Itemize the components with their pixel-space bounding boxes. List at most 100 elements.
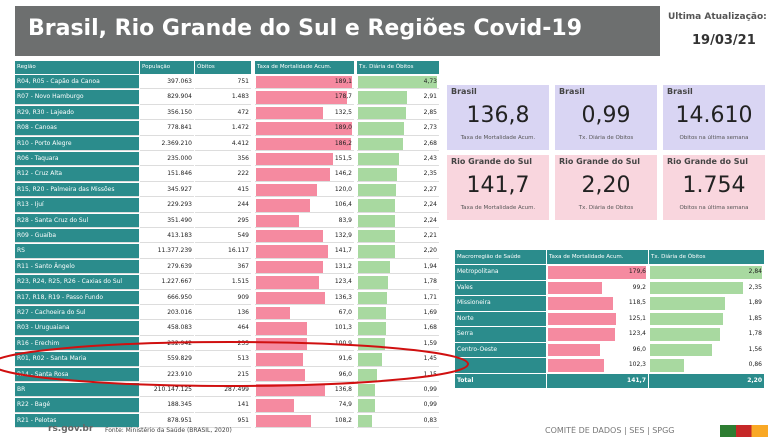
- table-cell: R28 - Santa Cruz do Sul: [15, 213, 139, 228]
- table-cell: [455, 358, 546, 373]
- daily-rate-bar: [358, 91, 407, 104]
- table-cell: 829.904: [140, 90, 194, 105]
- table-cell: 136: [195, 306, 251, 321]
- table-cell: 1,59: [357, 337, 439, 352]
- card-region: Rio Grande do Sul: [451, 157, 532, 166]
- table-cell: Norte: [455, 311, 546, 326]
- table-cell: 101,3: [255, 321, 354, 336]
- table-cell: 125,1: [628, 314, 646, 322]
- mortality-bar: [256, 260, 323, 274]
- table-cell: 141,7: [255, 244, 354, 259]
- table-cell: 74,9: [255, 398, 354, 413]
- table-cell: 1,15: [357, 368, 439, 382]
- daily-rate-bar: [358, 137, 403, 150]
- table-cell: 666.950: [140, 291, 194, 305]
- column-header: Tx. Diária de Óbitos: [357, 61, 439, 74]
- table-cell: 235.000: [140, 152, 194, 167]
- column-header: Taxa de Mortalidade Acum.: [255, 61, 354, 74]
- table-cell: 132,5: [255, 106, 354, 121]
- table-cell: 223.910: [140, 368, 194, 382]
- mortality-bar: [256, 137, 351, 150]
- update-label: Última Atualização:: [668, 12, 767, 22]
- daily-rate-bar: [650, 281, 743, 294]
- table-cell: 279.639: [140, 260, 194, 275]
- mortality-bar: [256, 399, 295, 412]
- mortality-bar: [548, 312, 617, 325]
- mortality-bar: [256, 76, 352, 89]
- table-cell: 96,0: [632, 345, 646, 353]
- card-region: Rio Grande do Sul: [667, 157, 748, 166]
- table-cell: 102,3: [628, 361, 646, 368]
- table-cell: 186,2: [255, 137, 354, 151]
- table-cell: R06 - Taquara: [15, 152, 139, 167]
- card-label: Taxa de Mortalidade Acum.: [460, 135, 536, 141]
- table-cell: R15, R20 - Palmeira das Missões: [15, 182, 139, 198]
- table-cell: 2,43: [357, 152, 439, 167]
- table-cell: 1.227.667: [140, 275, 194, 290]
- table-cell: 1.472: [195, 121, 251, 136]
- table-cell: R03 - Uruguaiana: [15, 321, 139, 336]
- table-cell: R04, R05 - Capão da Canoa: [15, 75, 139, 90]
- table-cell: 2,68: [357, 137, 439, 151]
- table-cell: R10 - Porto Alegre: [15, 136, 139, 151]
- table-cell: 351.490: [140, 214, 194, 228]
- table-cell: R14 - Santa Rosa: [15, 367, 139, 382]
- daily-rate-bar: [650, 266, 762, 279]
- card-value: 1.754: [682, 173, 746, 198]
- table-cell: 549: [195, 229, 251, 244]
- mortality-bar: [548, 297, 613, 310]
- table-cell: R13 - Ijuí: [15, 198, 139, 213]
- mortality-bar: [256, 291, 326, 304]
- table-cell: 2,24: [357, 214, 439, 228]
- table-cell: 1,78: [748, 330, 762, 337]
- table-cell: 232.942: [140, 337, 194, 352]
- table-cell: 189,1: [255, 75, 354, 90]
- table-cell: 1.515: [195, 275, 251, 290]
- daily-rate-bar: [358, 122, 404, 135]
- mortality-bar: [256, 307, 290, 320]
- table-cell: 151.846: [140, 167, 194, 182]
- mortality-bar: [548, 359, 604, 372]
- column-header: Tx. Diária de Óbitos: [649, 250, 764, 264]
- daily-rate-bar: [650, 343, 712, 356]
- mortality-bar: [256, 122, 352, 135]
- mortality-bar: [256, 106, 324, 120]
- table-cell: R27 - Cachoeira do Sul: [15, 306, 139, 321]
- card-label: Óbitos na última semana: [679, 135, 749, 141]
- table-cell: 878.951: [140, 414, 194, 429]
- card-region: Brasil: [559, 87, 585, 96]
- table-cell: 16.117: [195, 244, 251, 259]
- table-cell: 83,9: [255, 214, 354, 228]
- daily-rate-bar: [358, 230, 395, 243]
- mortality-bar: [256, 384, 326, 397]
- table-cell: 1,94: [357, 260, 439, 275]
- table-cell: 909: [195, 291, 251, 305]
- table-cell: 118,5: [628, 299, 646, 306]
- mortality-bar: [548, 343, 601, 356]
- card-value: 2,20: [581, 173, 631, 198]
- table-cell: 229.293: [140, 198, 194, 213]
- table-cell: R16 - Erechim: [15, 336, 139, 352]
- daily-rate-bar: [358, 106, 406, 120]
- table-cell: Serra: [455, 327, 546, 342]
- table-cell: R07 - Novo Hamburgo: [15, 90, 139, 105]
- table-cell: 356.150: [140, 106, 194, 121]
- table-cell: 4,73: [357, 75, 439, 90]
- table-cell: 1,71: [357, 291, 439, 305]
- table-cell: 1,69: [357, 306, 439, 321]
- daily-rate-bar: [650, 312, 723, 325]
- table-cell: R29, R30 - Lajeado: [15, 105, 139, 121]
- daily-rate-bar: [650, 359, 684, 372]
- table-cell: 2,20: [649, 373, 764, 388]
- kpi-card: [555, 85, 657, 150]
- table-cell: 513: [195, 352, 251, 367]
- table-cell: 1,68: [357, 321, 439, 336]
- table-cell: R12 - Cruz Alta: [15, 167, 139, 182]
- daily-rate-bar: [358, 322, 387, 335]
- card-value: 0,99: [581, 103, 631, 128]
- daily-rate-bar: [358, 183, 396, 197]
- column-header: Macrorregião de Saúde: [455, 250, 546, 264]
- update-date: 19/03/21: [692, 33, 756, 48]
- mortality-bar: [256, 153, 333, 166]
- mortality-bar: [256, 414, 311, 428]
